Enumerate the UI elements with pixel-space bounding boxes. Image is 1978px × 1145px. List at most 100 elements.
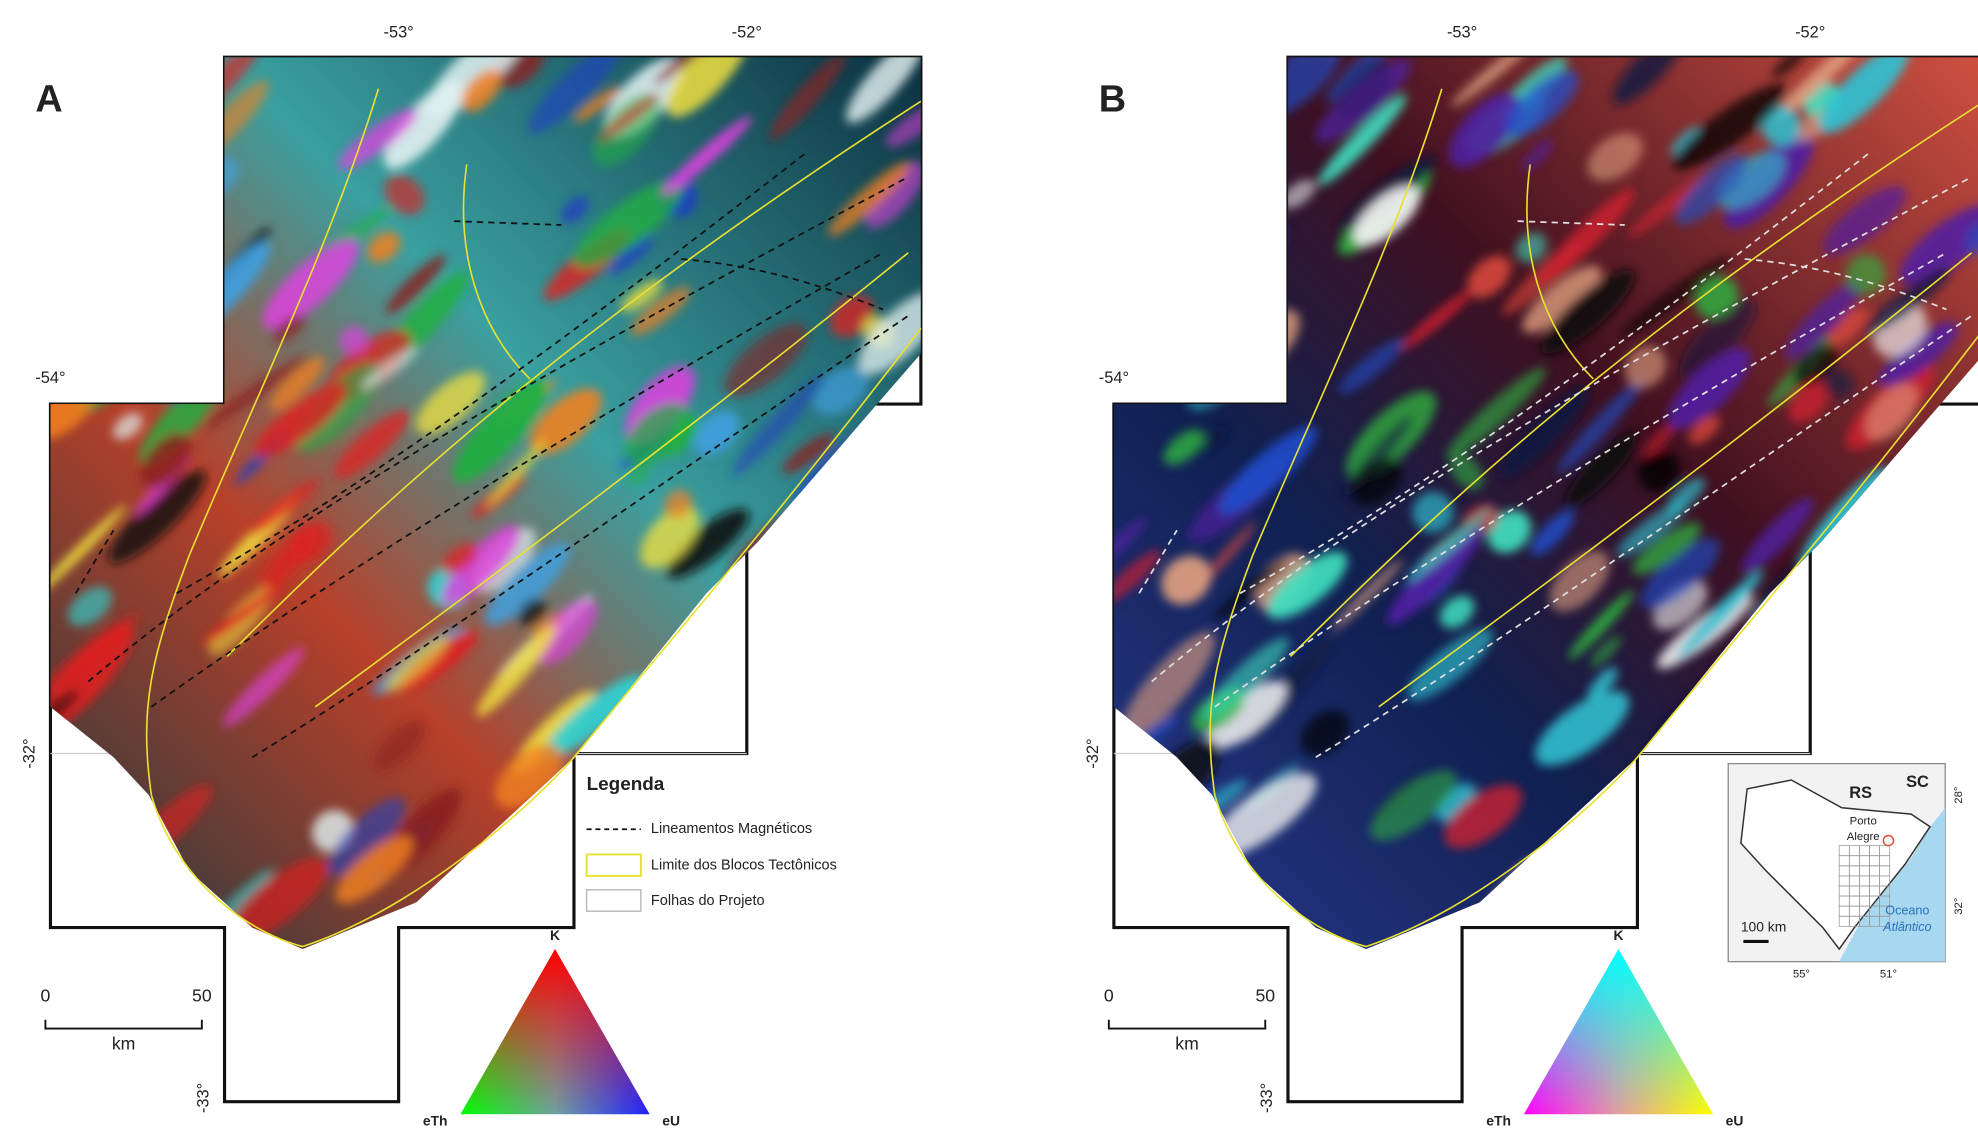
image-patch — [1144, 209, 1225, 288]
image-patch — [847, 664, 948, 775]
image-patch — [1759, 605, 1857, 709]
ternary-label: K — [1613, 927, 1623, 943]
legend-title: Legenda — [587, 774, 665, 795]
image-patch — [1190, 211, 1297, 304]
image-patch — [1787, 660, 1849, 718]
image-patch — [867, 557, 950, 626]
image-patch — [69, 210, 191, 324]
legend-item: Folhas do Projeto — [651, 893, 765, 909]
image-patch — [790, 644, 900, 760]
image-patch — [1883, 574, 1976, 660]
scale-label: 50 — [192, 986, 212, 1006]
lon-label: -53° — [1447, 24, 1477, 42]
image-patch — [1207, 888, 1277, 956]
ocean-label: Atlântico — [1882, 920, 1931, 934]
image-patch — [101, 126, 142, 168]
scale-label: 0 — [40, 986, 50, 1006]
image-patch — [815, 718, 867, 760]
ocean-label: Oceano — [1885, 904, 1929, 918]
ternary-label: eU — [662, 1113, 680, 1129]
image-patch — [464, 911, 530, 978]
image-patch — [48, 114, 119, 185]
inset-lon: 55° — [1793, 968, 1810, 980]
lat-label: -33° — [195, 1083, 213, 1113]
image-patch — [793, 684, 843, 736]
image-patch — [151, 111, 187, 147]
ternary-label: eTh — [1486, 1113, 1511, 1129]
legend-item: Limite dos Blocos Tectônicos — [651, 858, 837, 874]
scale-bar — [1109, 1020, 1265, 1029]
image-patch — [799, 664, 898, 762]
map-panel: A-53°-52°-54°-32°-33°050kmKeTheU — [18, 9, 967, 1129]
city-label: Porto — [1850, 816, 1877, 828]
image-patch — [663, 668, 746, 749]
image-patch — [872, 572, 967, 650]
page: {"panels": [ {"label": "A", "lon_labels"… — [0, 0, 1978, 1145]
image-patch — [692, 604, 787, 693]
lon-label: -52° — [1795, 24, 1825, 42]
image-patch — [1840, 669, 1946, 767]
image-patch — [834, 534, 900, 599]
image-patch — [790, 862, 873, 945]
inset-lat: 32° — [1953, 898, 1965, 915]
scale-bar — [45, 1020, 201, 1029]
image-patch — [674, 700, 741, 765]
state-label: SC — [1906, 773, 1929, 791]
legend-item: Lineamentos Magnéticos — [651, 821, 812, 837]
image-patch — [1167, 64, 1283, 191]
ternary-label: eU — [1726, 1113, 1744, 1129]
inset-lat: 28° — [1953, 787, 1965, 804]
image-patch — [1851, 491, 1946, 585]
figure: A-53°-52°-54°-32°-33°050kmKeTheUB-53°-52… — [0, 0, 1978, 1145]
scale-label: 0 — [1104, 986, 1114, 1006]
image-patch — [1083, 195, 1177, 293]
inset-map: RS SC Porto Alegre Oceano Atlântico 100 km 55° 5… — [1728, 764, 1965, 981]
image-patch — [91, 230, 181, 306]
image-patch — [89, 26, 187, 130]
lat-label: -33° — [1258, 1083, 1276, 1113]
image-patch — [80, 292, 169, 372]
image-patch — [1063, 318, 1168, 406]
image-patch — [170, 222, 212, 265]
ternary-label: K — [550, 927, 560, 943]
image-patch — [726, 783, 761, 815]
inset-scale: 100 km — [1741, 918, 1786, 934]
inset-lon: 51° — [1880, 968, 1897, 980]
image-patch — [24, 145, 79, 205]
ternary-label: eTh — [423, 1113, 448, 1129]
legend-swatch — [587, 890, 641, 911]
scale-unit: km — [112, 1034, 136, 1054]
image-patch — [1125, 57, 1201, 129]
panel-label: A — [35, 78, 62, 120]
state-label: RS — [1849, 784, 1872, 802]
lat-label: -32° — [21, 738, 39, 768]
image-patch — [1225, 201, 1297, 270]
scale-unit: km — [1175, 1034, 1199, 1054]
lon-label: -52° — [732, 24, 762, 42]
image-patch — [665, 639, 738, 715]
image-patch — [1926, 437, 1978, 505]
image-patch — [746, 830, 852, 923]
image-patch — [1127, 337, 1181, 391]
image-patch — [109, 180, 169, 241]
image-patch — [1714, 648, 1838, 756]
scale-label: 50 — [1255, 986, 1275, 1006]
image-patch — [1164, 117, 1262, 226]
image-patch — [1816, 599, 1855, 636]
ternary-top — [1524, 949, 1713, 1114]
image-patch — [1888, 688, 1969, 776]
ternary-top — [460, 949, 649, 1114]
image-patch — [840, 730, 936, 819]
image-patch — [118, 222, 190, 289]
image-patch — [1113, 187, 1202, 275]
image-patch — [1792, 732, 1823, 761]
lon-label: -54° — [35, 369, 65, 387]
image-patch — [497, 832, 539, 871]
image-patch — [1958, 922, 1978, 972]
legend: Legenda Lineamentos Magnéticos Limite dos … — [587, 774, 837, 911]
legend-swatch — [587, 854, 641, 875]
lat-label: -32° — [1084, 738, 1102, 768]
image-patch — [1873, 537, 1970, 634]
city-label: Alegre — [1847, 831, 1880, 843]
panel-label: B — [1099, 78, 1126, 120]
